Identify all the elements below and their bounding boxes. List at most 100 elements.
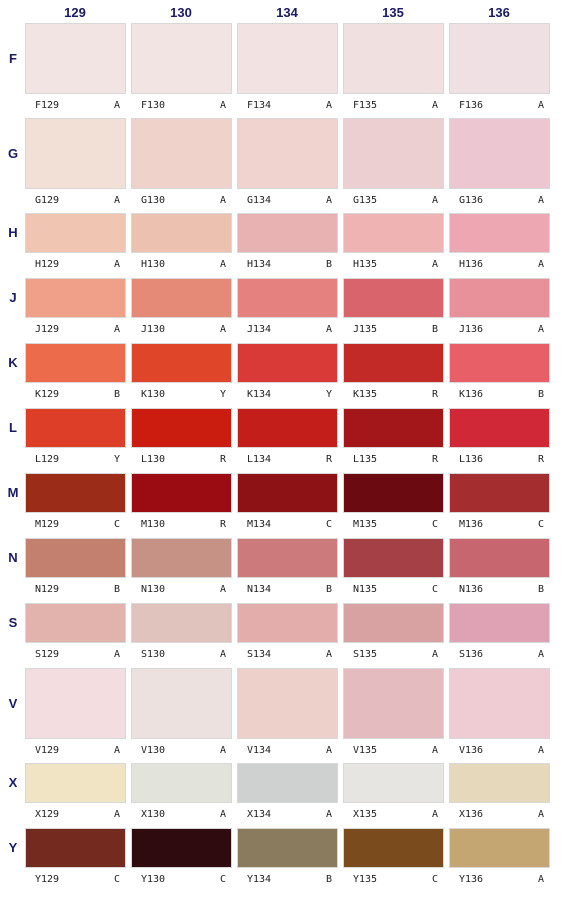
color-swatch: [131, 23, 232, 94]
color-swatch: [449, 213, 550, 253]
color-swatch: [449, 603, 550, 643]
swatch-grade: A: [325, 649, 332, 660]
color-swatch: [449, 23, 550, 94]
swatch-grade: A: [537, 195, 544, 206]
swatch-label: S134 A: [237, 649, 338, 663]
color-swatch: [25, 828, 126, 868]
swatch-label: S135 A: [343, 649, 444, 663]
row-header: X: [8, 775, 18, 790]
swatch-label: J135 B: [343, 324, 444, 338]
swatch-code: G134: [247, 195, 272, 206]
swatch-grade: B: [537, 389, 544, 400]
row-header: Y: [8, 840, 18, 855]
swatch-code: G135: [353, 195, 378, 206]
swatch-label: S129 A: [25, 649, 126, 663]
color-swatch: [131, 213, 232, 253]
color-swatch: [237, 23, 338, 94]
color-swatch: [449, 278, 550, 318]
swatch-code: F136: [459, 100, 484, 111]
swatch-label: M135 C: [343, 519, 444, 533]
swatch-code: V134: [247, 745, 272, 756]
swatch-label: K135 R: [343, 389, 444, 403]
color-swatch: [25, 278, 126, 318]
color-swatch: [237, 538, 338, 578]
swatch-grade: A: [219, 195, 226, 206]
color-swatch: [449, 668, 550, 739]
color-swatch: [131, 603, 232, 643]
swatch-label: K134 Y: [237, 389, 338, 403]
swatch-label: L134 R: [237, 454, 338, 468]
color-swatch: [237, 213, 338, 253]
swatch-code: V129: [35, 745, 60, 756]
swatch-code: S135: [353, 649, 378, 660]
swatch-code: F129: [35, 100, 60, 111]
color-swatch: [449, 828, 550, 868]
swatch-label: V130 A: [131, 745, 232, 759]
swatch-grade: R: [431, 454, 438, 465]
swatch-grade: A: [325, 324, 332, 335]
swatch-label: L129 Y: [25, 454, 126, 468]
swatch-label: X129 A: [25, 809, 126, 823]
swatch-label: N134 B: [237, 584, 338, 598]
swatch-label: J136 A: [449, 324, 550, 338]
swatch-code: V130: [141, 745, 166, 756]
color-swatch: [131, 828, 232, 868]
swatch-grade: C: [113, 519, 120, 530]
row-header: K: [8, 355, 18, 370]
swatch-grade: A: [431, 100, 438, 111]
swatch-grade: A: [219, 259, 226, 270]
swatch-grade: A: [431, 195, 438, 206]
swatch-grade: A: [537, 649, 544, 660]
swatch-code: K134: [247, 389, 272, 400]
color-swatch: [25, 343, 126, 383]
swatch-grade: A: [537, 259, 544, 270]
color-swatch: [449, 408, 550, 448]
swatch-label: G130 A: [131, 195, 232, 209]
color-swatch: [25, 538, 126, 578]
color-swatch: [131, 343, 232, 383]
swatch-label: V129 A: [25, 745, 126, 759]
color-swatch: [343, 23, 444, 94]
swatch-grade: C: [431, 584, 438, 595]
swatch-grade: B: [431, 324, 438, 335]
swatch-code: G129: [35, 195, 60, 206]
swatch-code: J134: [247, 324, 272, 335]
color-swatch: [131, 763, 232, 803]
swatch-code: X136: [459, 809, 484, 820]
swatch-code: N135: [353, 584, 378, 595]
swatch-grade: C: [325, 519, 332, 530]
swatch-label: S130 A: [131, 649, 232, 663]
swatch-code: M130: [141, 519, 166, 530]
color-swatch: [131, 538, 232, 578]
color-swatch: [25, 473, 126, 513]
swatch-grade: R: [537, 454, 544, 465]
swatch-label: G129 A: [25, 195, 126, 209]
swatch-label: F130 A: [131, 100, 232, 114]
column-header: 135: [382, 5, 404, 20]
swatch-grade: A: [113, 324, 120, 335]
swatch-label: J130 A: [131, 324, 232, 338]
color-swatch: [343, 343, 444, 383]
swatch-code: V135: [353, 745, 378, 756]
swatch-grade: A: [219, 809, 226, 820]
swatch-grade: R: [325, 454, 332, 465]
swatch-label: S136 A: [449, 649, 550, 663]
column-header: 134: [276, 5, 298, 20]
color-swatch: [25, 668, 126, 739]
swatch-grade: A: [431, 649, 438, 660]
swatch-label: M134 C: [237, 519, 338, 533]
swatch-label: X135 A: [343, 809, 444, 823]
color-swatch: [25, 23, 126, 94]
swatch-code: X134: [247, 809, 272, 820]
swatch-label: H135 A: [343, 259, 444, 273]
swatch-code: K136: [459, 389, 484, 400]
swatch-grade: C: [431, 874, 438, 885]
swatch-code: S130: [141, 649, 166, 660]
swatch-label: V136 A: [449, 745, 550, 759]
swatch-code: L130: [141, 454, 166, 465]
swatch-label: K136 B: [449, 389, 550, 403]
swatch-code: L135: [353, 454, 378, 465]
swatch-code: L129: [35, 454, 60, 465]
color-swatch: [343, 763, 444, 803]
color-swatch: [343, 213, 444, 253]
